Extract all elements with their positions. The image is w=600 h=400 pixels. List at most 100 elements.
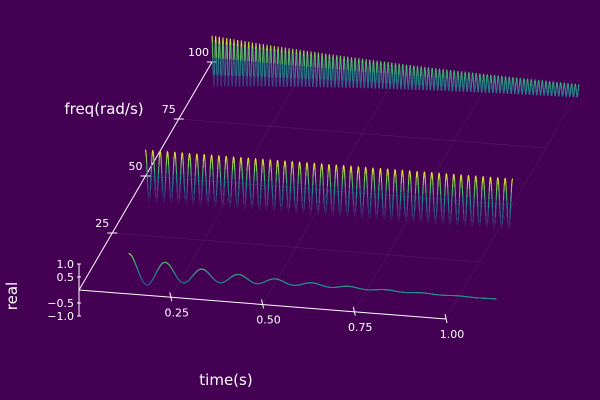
- series-2-segment: [229, 38, 232, 46]
- series-1-segment: [262, 160, 265, 166]
- y-axis-label: freq(rad/s): [64, 100, 143, 118]
- series-2-segment: [496, 77, 499, 84]
- series-1-segment: [336, 166, 338, 172]
- series-1-segment: [157, 163, 160, 174]
- series-1-segment: [299, 163, 302, 169]
- series-1-segment: [231, 169, 233, 179]
- series-group: [128, 35, 580, 300]
- series-1-segment: [341, 178, 344, 188]
- series-2-segment: [261, 76, 263, 87]
- series-2-segment: [318, 66, 321, 80]
- grid-line-y-75: [178, 118, 546, 149]
- series-1-segment: [246, 159, 249, 165]
- series-1-segment: [498, 190, 501, 201]
- series-1-segment: [314, 175, 317, 186]
- series-2-segment: [407, 83, 410, 90]
- series-1-segment: [430, 173, 432, 180]
- series-1-segment: [283, 162, 286, 168]
- series-1-segment: [204, 167, 207, 177]
- series-2-segment: [281, 63, 284, 79]
- series-1-segment: [178, 191, 181, 200]
- series-1-segment: [294, 200, 296, 209]
- series-freq-100: [211, 35, 580, 98]
- series-2-segment: [533, 81, 536, 87]
- series-1-segment: [268, 172, 270, 182]
- series-1-segment: [241, 170, 244, 180]
- series-1-segment: [393, 170, 396, 177]
- series-1-segment: [503, 179, 506, 185]
- series-2-segment: [224, 74, 227, 87]
- x-tick-2: [352, 306, 356, 316]
- series-1-segment: [168, 164, 170, 174]
- y-tick-label-1: 50: [129, 160, 143, 173]
- grid-line-y-25: [112, 232, 480, 263]
- series-1-segment: [189, 154, 191, 161]
- z-tick-label-0: 1.0: [57, 258, 75, 271]
- series-2-segment: [512, 78, 515, 85]
- series-2-segment: [219, 42, 221, 59]
- series-2-segment: [434, 77, 436, 86]
- series-2-segment: [439, 71, 441, 79]
- series-1-segment: [325, 202, 328, 211]
- series-2-segment: [402, 66, 405, 76]
- series-2-segment: [575, 89, 578, 95]
- series-2-segment: [355, 70, 357, 82]
- series-1-segment: [451, 186, 454, 197]
- series-1-segment: [226, 157, 228, 164]
- x-tick-1: [261, 299, 264, 309]
- series-1-segment: [173, 153, 176, 159]
- series-1-segment: [509, 217, 511, 226]
- series-1-segment: [446, 174, 448, 181]
- series-2-segment: [313, 56, 315, 68]
- z-axis-label: real: [3, 282, 21, 310]
- z-tick-label-1: 0.5: [57, 271, 75, 284]
- grid-line-x-0_75: [354, 83, 488, 312]
- series-freq-50: [144, 149, 514, 232]
- series-1-segment: [461, 187, 464, 198]
- grid-line-x-1: [445, 90, 580, 320]
- series-1-segment: [372, 169, 375, 175]
- x-tick-3: [444, 313, 448, 324]
- x-axis-label: time(s): [199, 371, 252, 389]
- axes: [77, 61, 448, 324]
- series-1-segment: [215, 194, 218, 203]
- series-1-segment: [252, 196, 254, 205]
- series-2-segment: [339, 55, 342, 61]
- series-2-segment: [570, 84, 572, 90]
- grid-line-y-50: [145, 175, 513, 206]
- series-1-segment: [220, 194, 223, 203]
- series-1-segment: [210, 156, 212, 162]
- series-2-segment: [444, 85, 447, 92]
- tick-labels: 0.25 0.50 0.75 1.00 25 50 75 100 1.00.5 −0.5−1.0: [47, 46, 464, 341]
- series-2-segment: [544, 86, 546, 93]
- z-tick-label-2: −0.5: [47, 297, 74, 310]
- series-freq-10: [128, 252, 497, 300]
- series-1-segment: [425, 184, 427, 195]
- y-tick-label-3: 100: [188, 46, 209, 59]
- x-tick-label-0: 0.25: [165, 306, 190, 319]
- series-1-segment: [477, 214, 480, 223]
- series-1-segment: [467, 176, 469, 183]
- series-2-segment: [470, 80, 473, 88]
- series-1-segment: [194, 166, 197, 176]
- series-2-segment: [386, 65, 389, 75]
- series-1-segment: [388, 181, 390, 192]
- series-2-segment: [234, 75, 237, 87]
- series-2-segment: [428, 76, 431, 86]
- series-2-segment: [397, 73, 399, 84]
- y-tick-label-2: 75: [162, 103, 176, 116]
- series-1-segment: [320, 164, 322, 171]
- series-2-segment: [371, 81, 373, 89]
- series-2-segment: [476, 75, 478, 82]
- series-2-segment: [538, 86, 541, 93]
- series-2-segment: [360, 70, 363, 82]
- series-2-segment: [334, 79, 337, 88]
- x-tick-label-1: 0.50: [256, 314, 281, 327]
- series-2-segment: [549, 82, 552, 89]
- series-2-segment: [392, 73, 394, 84]
- series-2-segment: [507, 83, 510, 91]
- series-1-segment: [278, 172, 280, 183]
- x-tick-0: [169, 292, 173, 302]
- series-2-segment: [491, 88, 494, 94]
